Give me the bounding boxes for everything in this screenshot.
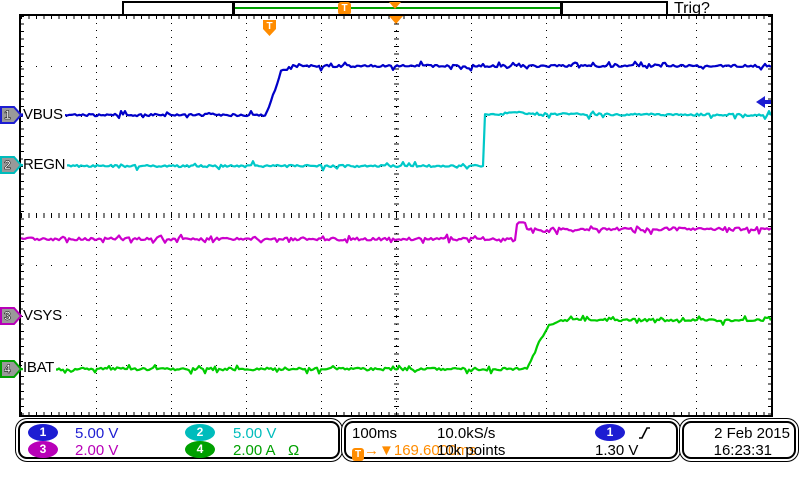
datetime-readout: 2 Feb 2015 16:23:31: [682, 421, 796, 459]
ch4-marker: 4: [0, 360, 23, 378]
vbus-trace: [21, 60, 771, 120]
delay-readout: T →▼169.6000ms: [352, 442, 476, 461]
ch1-marker: 1: [0, 106, 23, 124]
trigger-source-badge: 1: [595, 424, 625, 441]
delay-value: 169.6000ms: [393, 442, 477, 459]
label-regn: REGN: [23, 156, 68, 173]
ch1-badge: 1: [28, 424, 58, 441]
label-vbus: VBUS: [23, 106, 65, 123]
ch3-marker: 3: [0, 307, 23, 325]
regn-trace: [21, 110, 771, 172]
delay-expansion-icon: ▼: [379, 442, 394, 459]
waveform-canvas: [21, 60, 771, 375]
ch2-marker: 2: [0, 156, 23, 174]
svg-text:T: T: [266, 21, 272, 32]
trigger-position-icon: T: [338, 2, 351, 15]
svg-text:3: 3: [4, 309, 11, 323]
channel-scale-readout: 1 5.00 V 2 5.00 V 3 2.00 V 4 2.00 A Ω: [18, 421, 340, 459]
vsys-trace: [21, 221, 771, 244]
horizontal-trigger-readout: 100ms T →▼169.6000ms 10.0kS/s 10k points …: [344, 421, 678, 461]
trigger-level: 1.30 V: [595, 442, 639, 459]
window-bracket-right-icon: [560, 3, 563, 14]
ch4-coupling-omega: Ω: [288, 442, 300, 459]
date: 2 Feb 2015: [714, 425, 790, 442]
trigger-status: Trig?: [674, 0, 710, 17]
expansion-marker-icon: [389, 16, 403, 24]
ch4-badge: 4: [185, 441, 215, 458]
ch2-badge: 2: [185, 424, 215, 441]
sample-rate: 10.0kS/s: [437, 425, 496, 442]
time-per-div: 100ms: [352, 425, 398, 442]
ch2-scale: 5.00 V: [233, 425, 277, 442]
label-ibat: IBAT: [23, 359, 57, 376]
delay-arrow-icon: →: [364, 442, 379, 459]
ch3-scale: 2.00 V: [75, 442, 119, 459]
expansion-point-bar-icon: [389, 2, 401, 9]
time: 16:23:31: [713, 442, 772, 459]
ibat-trace: [21, 314, 771, 375]
record-length: 10k points: [437, 442, 506, 459]
svg-text:4: 4: [4, 362, 11, 376]
center-horizontal-axis: [21, 213, 771, 218]
svg-text:1: 1: [4, 108, 11, 122]
delay-trigger-icon: T: [352, 448, 364, 461]
trigger-slope-rising-icon: [639, 427, 650, 439]
ch1-edge-arrow-icon: [756, 96, 771, 108]
trigger-point-marker-icon: T: [263, 20, 276, 36]
window-bracket-left-icon: [232, 3, 235, 14]
ch4-scale: 2.00 A: [233, 442, 276, 459]
graticule: T: [19, 14, 773, 417]
ch1-scale: 5.00 V: [75, 425, 119, 442]
svg-text:2: 2: [4, 158, 11, 172]
ch3-badge: 3: [28, 441, 58, 458]
label-vsys: VSYS: [23, 307, 64, 324]
